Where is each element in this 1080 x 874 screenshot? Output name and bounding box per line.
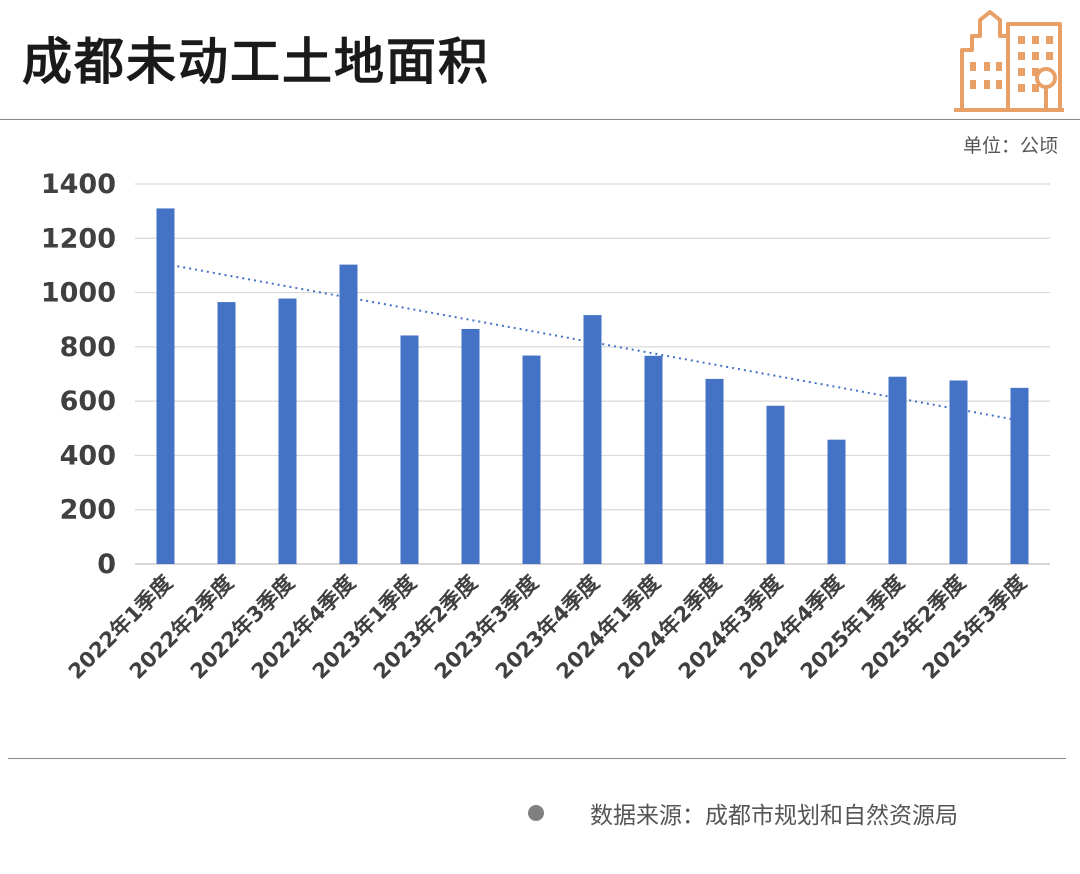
city-buildings-icon [954,10,1064,112]
bar [339,264,358,564]
bar [156,208,175,564]
bar-chart: 02004006008001000120014002022年1季度2022年2季… [41,169,1050,684]
page-title: 成都未动工土地面积 [22,33,490,91]
bar [827,439,846,564]
source-note: 数据来源：成都市规划和自然资源局 [528,796,958,830]
footer-divider [8,758,1066,759]
bullet-icon [528,805,544,821]
bar [400,335,419,564]
y-tick-label: 0 [97,549,116,580]
header-divider [0,119,1080,120]
y-tick-label: 400 [60,440,116,471]
y-tick-label: 200 [60,495,116,526]
y-tick-label: 800 [60,332,116,363]
bar [766,405,785,564]
bar [1010,387,1029,564]
y-tick-label: 600 [60,386,116,417]
bar [644,355,663,564]
bar [278,298,297,564]
y-tick-label: 1400 [41,169,116,200]
y-tick-label: 1000 [41,278,116,309]
bar [217,302,236,564]
bar [949,380,968,564]
unit-label: 单位：公顷 [962,135,1058,157]
bar [705,378,724,564]
bar [888,376,907,564]
y-tick-label: 1200 [41,223,116,254]
bar [522,355,541,564]
bar [461,328,480,564]
trendline [165,263,1020,422]
bar [583,315,602,564]
source-text: 数据来源：成都市规划和自然资源局 [590,803,958,829]
x-tick-label: 2022年1季度 [64,571,177,684]
